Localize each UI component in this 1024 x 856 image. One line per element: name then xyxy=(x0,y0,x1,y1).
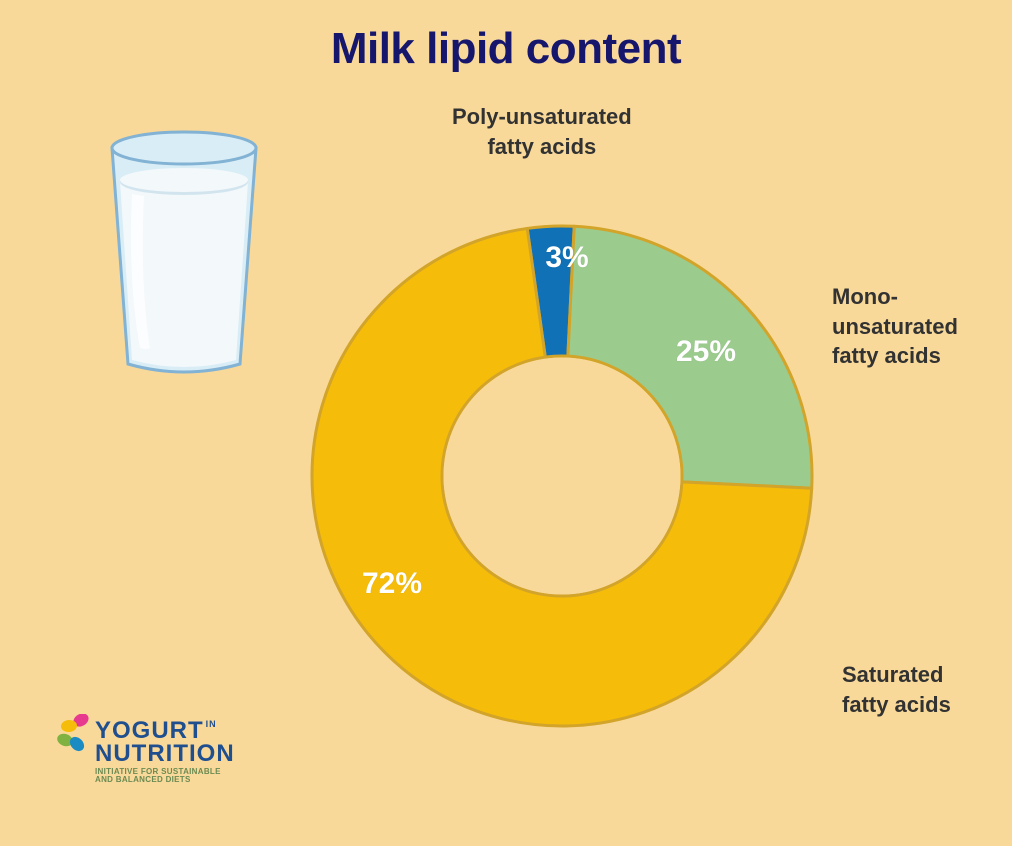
label-mono-line1: Mono-unsaturated xyxy=(832,282,1012,341)
logo-tagline: INITIATIVE FOR SUSTAINABLE AND BALANCED … xyxy=(95,768,235,786)
donut-svg xyxy=(307,221,817,731)
label-sat: Saturated fatty acids xyxy=(842,660,951,719)
milk-glass-icon xyxy=(94,124,274,376)
milk-glass-svg xyxy=(94,124,274,376)
label-poly-line2: fatty acids xyxy=(452,132,632,162)
label-mono: Mono-unsaturated fatty acids xyxy=(832,282,1012,371)
brand-logo: YOGURTIN NUTRITION INITIATIVE FOR SUSTAI… xyxy=(95,720,235,785)
label-sat-line2: fatty acids xyxy=(842,690,951,720)
logo-line2: NUTRITION xyxy=(95,740,235,767)
infographic-canvas: Milk lipid content 3% 25% 72% Poly-unsat… xyxy=(0,0,1012,846)
pct-label-poly: 3% xyxy=(545,241,588,275)
label-sat-line1: Saturated xyxy=(842,660,951,690)
lipid-donut-chart: 3% 25% 72% xyxy=(307,221,817,731)
page-title: Milk lipid content xyxy=(0,24,1012,74)
label-mono-line2: fatty acids xyxy=(832,341,1012,371)
logo-sub2: AND BALANCED DIETS xyxy=(95,775,191,784)
pct-label-mono: 25% xyxy=(676,335,736,369)
label-poly: Poly-unsaturated fatty acids xyxy=(452,102,632,161)
logo-sup: IN xyxy=(206,719,217,729)
logo-main: YOGURTIN NUTRITION xyxy=(95,720,235,766)
logo-petals-icon xyxy=(57,714,97,754)
label-poly-line1: Poly-unsaturated xyxy=(452,102,632,132)
logo-sub1: INITIATIVE FOR SUSTAINABLE xyxy=(95,767,221,776)
pct-label-sat: 72% xyxy=(362,567,422,601)
